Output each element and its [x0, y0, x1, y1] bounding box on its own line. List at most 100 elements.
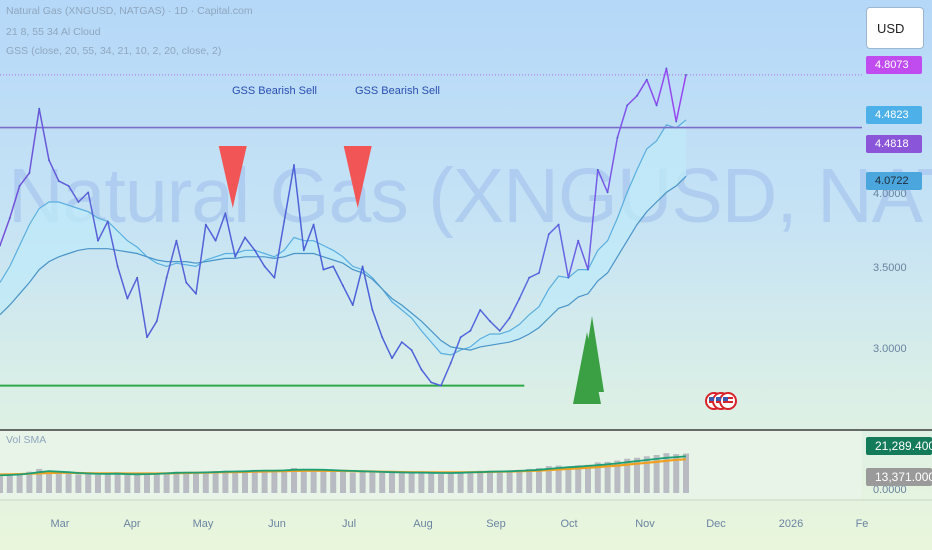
volume-bar [65, 473, 72, 493]
volume-bar [526, 468, 533, 493]
price-point [195, 292, 197, 295]
economic-events-icon[interactable] [705, 392, 745, 412]
price-point [400, 341, 403, 343]
price-point [312, 223, 315, 226]
annotation-sell-1: GSS Bearish Sell [232, 85, 317, 97]
price-point [685, 73, 687, 76]
volume-bar [624, 458, 631, 493]
volume-bar [369, 472, 376, 493]
currency-button[interactable]: USD [866, 7, 924, 49]
price-point [645, 78, 648, 81]
price-point [508, 317, 511, 319]
volume-bar [95, 474, 101, 493]
ema-slow-line [0, 175, 687, 351]
price-point [234, 255, 237, 258]
volume-bar [614, 460, 621, 493]
price-point [557, 223, 560, 226]
price-point [38, 107, 41, 110]
x-tick-oct: Oct [560, 518, 578, 530]
price-point [97, 239, 99, 242]
price-point [626, 104, 629, 107]
x-tick-nov: Nov [635, 518, 655, 530]
volume-bar [153, 472, 160, 493]
price-tag-ema-slow: 4.0722 [866, 172, 922, 190]
volume-bar [85, 474, 92, 493]
price-tag-resistance: 4.4823 [866, 106, 922, 124]
volume-bar [516, 469, 523, 493]
x-tick-mar: Mar [50, 518, 70, 530]
price-point [518, 297, 521, 300]
indicator-cloud-label: 21 8, 55 34 Al Cloud [6, 26, 101, 38]
price-point [567, 276, 570, 279]
price-point [351, 304, 354, 306]
annotation-sell-2: GSS Bearish Sell [355, 85, 440, 97]
buy-signal-arrow [580, 316, 604, 392]
price-point [449, 362, 452, 364]
x-tick-apr: Apr [123, 518, 141, 530]
y-tick-4: 4.0000 [873, 188, 907, 200]
price-point [361, 265, 364, 268]
ema-fast-line [0, 119, 687, 356]
volume-bar [104, 473, 111, 493]
volume-bar [0, 476, 3, 493]
volume-bar [212, 471, 219, 493]
price-point [332, 265, 335, 268]
x-tick-may: May [192, 518, 214, 530]
price-point [665, 67, 668, 70]
volume-bar [114, 474, 121, 493]
volume-bar [496, 471, 503, 493]
y-tick-3: 3.0000 [873, 343, 907, 355]
volume-bar [222, 470, 229, 493]
price-point [616, 136, 619, 139]
volume-bar [75, 474, 82, 493]
price-point [87, 191, 90, 194]
volume-bar [163, 472, 170, 493]
volume-bar [477, 470, 484, 493]
x-tick-jun: Jun [268, 518, 286, 530]
indicator-gss-label: GSS (close, 20, 55, 34, 21, 10, 2, 20, c… [6, 45, 222, 57]
volume-bar [173, 471, 180, 493]
price-point [48, 159, 50, 162]
volume-bar [193, 472, 199, 493]
price-point [155, 320, 158, 323]
x-tick-aug: Aug [413, 518, 433, 530]
price-point [675, 120, 678, 123]
price-point [528, 276, 531, 279]
price-point [410, 349, 413, 352]
volume-bar [673, 454, 680, 493]
volume-bar [447, 472, 454, 493]
volume-bar [330, 471, 337, 493]
volume-bar [565, 466, 572, 493]
volume-bar [575, 465, 582, 493]
volume-bar [594, 462, 601, 493]
volume-bar [55, 472, 62, 493]
volume-bar [46, 470, 52, 493]
price-point [214, 239, 217, 242]
volume-bar [585, 464, 591, 493]
volume-bar [261, 470, 268, 493]
price-point [606, 191, 609, 194]
price-point [136, 276, 139, 279]
x-tick-2026: 2026 [778, 518, 804, 530]
price-point [577, 239, 580, 242]
price-point [253, 249, 256, 252]
price-point [116, 265, 119, 268]
price-point [204, 223, 207, 226]
x-tick-dec: Dec [706, 518, 726, 530]
volume-bar [428, 473, 435, 493]
price-point [77, 201, 80, 203]
price-point [224, 212, 227, 215]
price-point [126, 297, 129, 300]
volume-bar [144, 473, 150, 493]
price-point [440, 384, 442, 387]
volume-bar [457, 472, 464, 493]
price-point [302, 249, 305, 252]
volume-bar [281, 469, 288, 493]
price-point [371, 309, 374, 311]
volume-bar [320, 470, 327, 493]
price-point [430, 381, 433, 384]
price-point [498, 329, 501, 332]
volume-bar [663, 453, 670, 493]
ema-cloud [0, 119, 686, 356]
